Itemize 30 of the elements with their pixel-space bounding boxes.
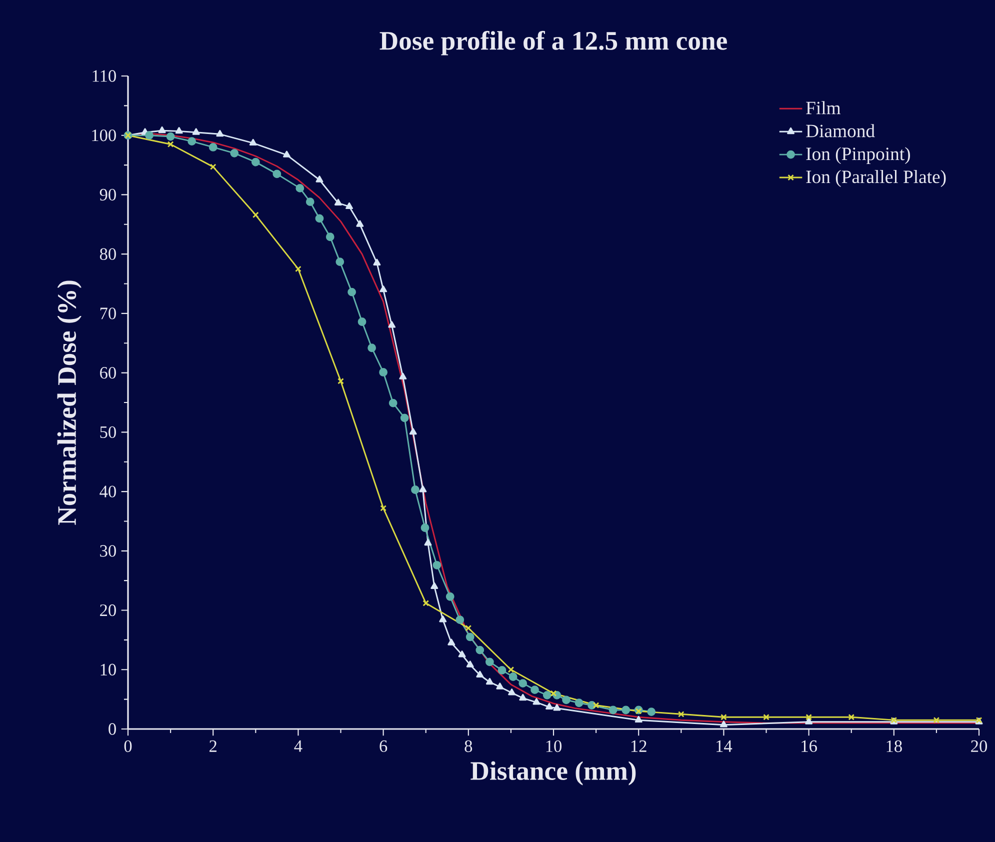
y-tick-label: 60 (100, 366, 116, 379)
chart-title: Dose profile of a 12.5 mm cone (380, 30, 727, 56)
x-tick-label: 4 (294, 740, 302, 752)
legend-label: Ion (Pinpoint) (806, 147, 910, 164)
y-tick-label: 10 (100, 664, 116, 676)
legend-label: Film (806, 101, 841, 114)
x-tick-label: 8 (464, 740, 472, 752)
y-tick-label: 100 (92, 130, 116, 142)
y-tick-label: 0 (108, 723, 116, 735)
legend-label: Diamond (806, 124, 875, 138)
y-tick-label: 30 (100, 545, 116, 557)
x-tick-label: 12 (631, 740, 646, 752)
x-tick-label: 0 (124, 740, 132, 752)
x-tick-label: 14 (716, 740, 732, 752)
y-axis-title: Normalized Dose (%) (57, 280, 82, 525)
x-tick-label: 6 (380, 740, 388, 752)
x-tick-label: 2 (210, 740, 216, 752)
y-tick-label: 50 (100, 426, 116, 438)
x-tick-label: 18 (886, 740, 902, 752)
y-tick-label: 70 (100, 308, 116, 320)
x-tick-label: 16 (802, 740, 817, 752)
x-tick-label: 20 (971, 740, 988, 752)
y-tick-label: 110 (92, 70, 116, 82)
x-tick-label: 10 (546, 740, 562, 752)
y-tick-label: 20 (100, 604, 116, 616)
y-tick-label: 90 (100, 188, 116, 201)
y-tick-label: 40 (100, 486, 116, 498)
legend-label: Ion (Parallel Plate) (806, 170, 946, 187)
y-tick-label: 80 (100, 248, 116, 260)
x-axis-title: Distance (mm) (470, 761, 636, 786)
